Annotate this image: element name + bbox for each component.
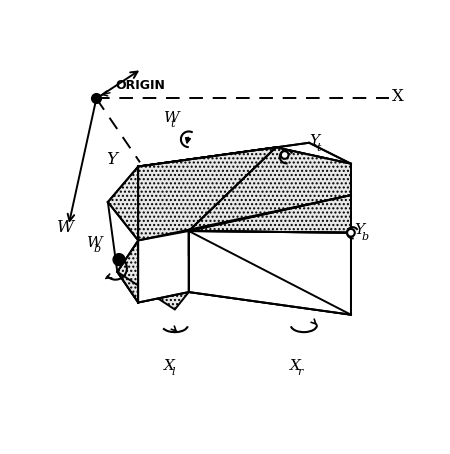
Polygon shape (117, 272, 189, 310)
Text: l: l (171, 367, 175, 377)
Polygon shape (138, 147, 276, 241)
Polygon shape (189, 147, 351, 231)
Text: Y: Y (107, 151, 117, 168)
Polygon shape (117, 241, 138, 302)
Text: Y: Y (355, 223, 365, 237)
Polygon shape (138, 143, 351, 167)
Text: t: t (316, 143, 321, 153)
Polygon shape (189, 195, 351, 233)
Polygon shape (138, 231, 189, 302)
Polygon shape (189, 231, 351, 256)
Text: W: W (164, 111, 179, 125)
Text: b: b (94, 244, 101, 254)
Circle shape (113, 254, 125, 266)
Text: W: W (86, 236, 102, 250)
Text: r: r (297, 367, 302, 377)
Circle shape (347, 229, 355, 237)
Text: X: X (392, 88, 404, 105)
Polygon shape (189, 231, 351, 315)
Polygon shape (189, 147, 351, 315)
Text: t: t (171, 119, 175, 129)
Text: b: b (361, 232, 369, 242)
Circle shape (281, 151, 288, 159)
Text: W: W (56, 219, 73, 236)
Text: ORIGIN: ORIGIN (102, 79, 166, 96)
Text: X: X (290, 359, 301, 373)
Text: X: X (164, 359, 175, 373)
Text: Y: Y (310, 134, 320, 148)
Polygon shape (108, 167, 138, 241)
